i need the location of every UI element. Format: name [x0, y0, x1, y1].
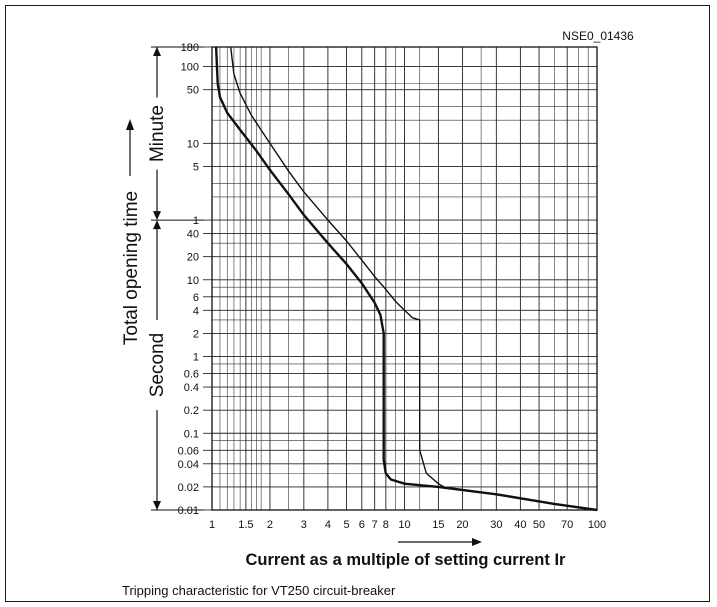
minute-arrow-up: [153, 47, 161, 56]
y-tick-label: 100: [181, 62, 199, 74]
y-tick-label: 0.06: [178, 445, 199, 457]
y-tick-label: 5: [193, 161, 199, 173]
y-tick-label: 4: [193, 305, 199, 317]
x-axis-arrow: [398, 538, 482, 546]
x-tick-label: 5: [343, 519, 349, 531]
y-tick-label: 180: [181, 42, 199, 54]
x-tick-label: 10: [398, 519, 410, 531]
y-tick-label: 0.6: [184, 369, 199, 381]
y-tick-label: 1: [193, 352, 199, 364]
y-tick-label: 20: [187, 252, 199, 264]
x-tick-label: 100: [588, 519, 606, 531]
y-tick-label: 1: [193, 215, 199, 227]
x-tick-label: 20: [456, 519, 468, 531]
y-tick-label: 10: [187, 138, 199, 150]
x-tick-label: 30: [490, 519, 502, 531]
trip-curve-chart: 18010050105140201064210.60.40.20.10.060.…: [121, 29, 634, 546]
y-tick-label: 50: [187, 85, 199, 97]
plot-border: [211, 46, 598, 511]
x-arrow-head: [472, 538, 482, 546]
second-label: Second: [147, 333, 168, 397]
x-tick-label: 6: [359, 519, 365, 531]
minute-label: Minute: [147, 105, 168, 162]
time-range-brackets: [151, 46, 204, 511]
chart-id-label: NSE0_01436: [562, 29, 634, 43]
x-tick-label: 1.5: [238, 519, 253, 531]
trip-curves: [214, 46, 598, 512]
x-tick-label: 1: [209, 519, 215, 531]
y-tick-label: 0.2: [184, 405, 199, 417]
trip-curve-lower: [214, 46, 598, 512]
y-axis-annotations: Total opening time Minute Second: [121, 46, 204, 511]
y-title-arrow-head: [126, 119, 134, 130]
y-tick-label: 0.02: [178, 482, 199, 494]
y-tick-label: 0.1: [184, 428, 199, 440]
vertical-gridlines: [211, 47, 598, 510]
y-tick-label: 0.01: [178, 505, 199, 517]
x-tick-label: 4: [325, 519, 331, 531]
trip-curve-upper: [230, 46, 598, 511]
y-tick-label: 2: [193, 328, 199, 340]
x-tick-label: 15: [432, 519, 444, 531]
y-tick-label: 10: [187, 275, 199, 287]
x-tick-label: 3: [301, 519, 307, 531]
y-tick-labels: 180 100 50 10 5 1 40 20 10 64 2 1 0.60.4 0.2 0.1 0.06 0.…: [178, 42, 212, 517]
x-tick-label: 40: [514, 519, 526, 531]
figure-caption: Tripping characteristic for VT250 circui…: [122, 583, 396, 598]
chart-frame: 180 100 50 10 5 1 40 20 10 6 4 2 1 0.6 0.4 0.2 0.1 0.06 0.…: [5, 5, 710, 602]
y-tick-label: 6: [193, 292, 199, 304]
y-tick-label: 40: [187, 229, 199, 241]
x-tick-label: 70: [561, 519, 573, 531]
x-axis-title: Current as a multiple of setting current…: [245, 551, 566, 569]
x-tick-label: 2: [267, 519, 273, 531]
x-tick-label: 7: [372, 519, 378, 531]
second-arrow-up: [153, 220, 161, 230]
x-tick-label: 50: [533, 519, 545, 531]
x-tick-labels: 1 1.5 2 3 4 5 6 7 8 10 15 20 30 40 50 70 100: [209, 519, 606, 531]
second-arrow-down: [153, 501, 161, 510]
x-tick-label: 8: [383, 519, 389, 531]
y-tick-label: 0.04: [178, 459, 199, 471]
y-axis-title: Total opening time: [121, 191, 142, 345]
y-tick-label: 0.4: [184, 382, 199, 394]
minute-arrow-down: [153, 211, 161, 221]
